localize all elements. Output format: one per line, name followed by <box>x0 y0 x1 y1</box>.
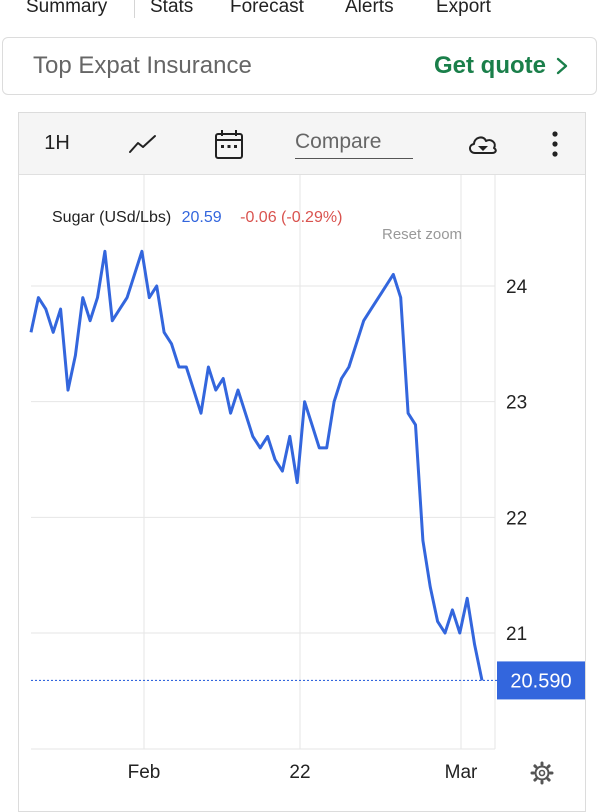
compare-input[interactable] <box>295 128 413 159</box>
tab-separator <box>134 0 135 18</box>
get-quote-label: Get quote <box>434 52 546 79</box>
x-axis: Feb 22 Mar <box>128 762 478 783</box>
last-price-label: 20.590 <box>510 670 571 692</box>
get-quote-link[interactable]: Get quote <box>434 52 568 80</box>
series-line <box>29 249 484 681</box>
last-price-tag: 20.590 <box>497 661 585 700</box>
tab-forecast[interactable]: Forecast <box>230 0 304 17</box>
date-range-button[interactable] <box>211 113 247 174</box>
tab-alerts[interactable]: Alerts <box>345 0 394 17</box>
reset-zoom-button[interactable]: Reset zoom <box>382 226 462 243</box>
more-options-button[interactable] <box>543 113 567 174</box>
y-tick-label: 24 <box>506 277 528 298</box>
price-chart[interactable]: 21 22 23 24 Feb 22 Mar 20.590 Sugar (USd/Lbs)… <box>19 113 585 803</box>
more-vertical-icon <box>552 130 558 157</box>
download-button[interactable] <box>463 113 503 174</box>
range-selector-button[interactable]: 1H <box>44 132 70 154</box>
compare-field <box>293 113 415 174</box>
chart-card: 1H <box>18 112 586 812</box>
chart-toolbar: 1H <box>19 113 585 175</box>
chevron-right-icon <box>556 57 568 75</box>
ad-text: Top Expat Insurance <box>33 52 252 79</box>
x-tick-label: Feb <box>128 762 161 783</box>
tab-summary[interactable]: Summary <box>26 0 108 17</box>
line-chart-icon <box>129 134 156 153</box>
tab-stats[interactable]: Stats <box>150 0 194 17</box>
legend-series-name: Sugar (USd/Lbs) <box>52 209 171 226</box>
x-tick-label: 22 <box>289 762 310 783</box>
y-tick-label: 22 <box>506 508 527 529</box>
gear-icon[interactable] <box>530 761 554 785</box>
x-tick-label: Mar <box>445 762 478 783</box>
ad-banner[interactable]: Top Expat Insurance Get quote <box>2 37 597 95</box>
legend-change: -0.06 (-0.29%) <box>240 209 342 226</box>
tab-bar: Summary Stats Forecast Alerts Export <box>0 0 600 22</box>
chart-type-button[interactable] <box>123 113 163 174</box>
tab-export[interactable]: Export <box>436 0 491 17</box>
y-axis: 21 22 23 24 <box>506 277 528 645</box>
grid-lines <box>31 175 496 750</box>
y-tick-label: 21 <box>506 624 527 645</box>
legend-value: 20.59 <box>182 209 222 226</box>
calendar-icon <box>215 129 243 159</box>
legend: Sugar (USd/Lbs) 20.59 -0.06 (-0.29%) <box>52 209 342 226</box>
y-tick-label: 23 <box>506 393 527 414</box>
cloud-download-icon <box>469 135 497 154</box>
